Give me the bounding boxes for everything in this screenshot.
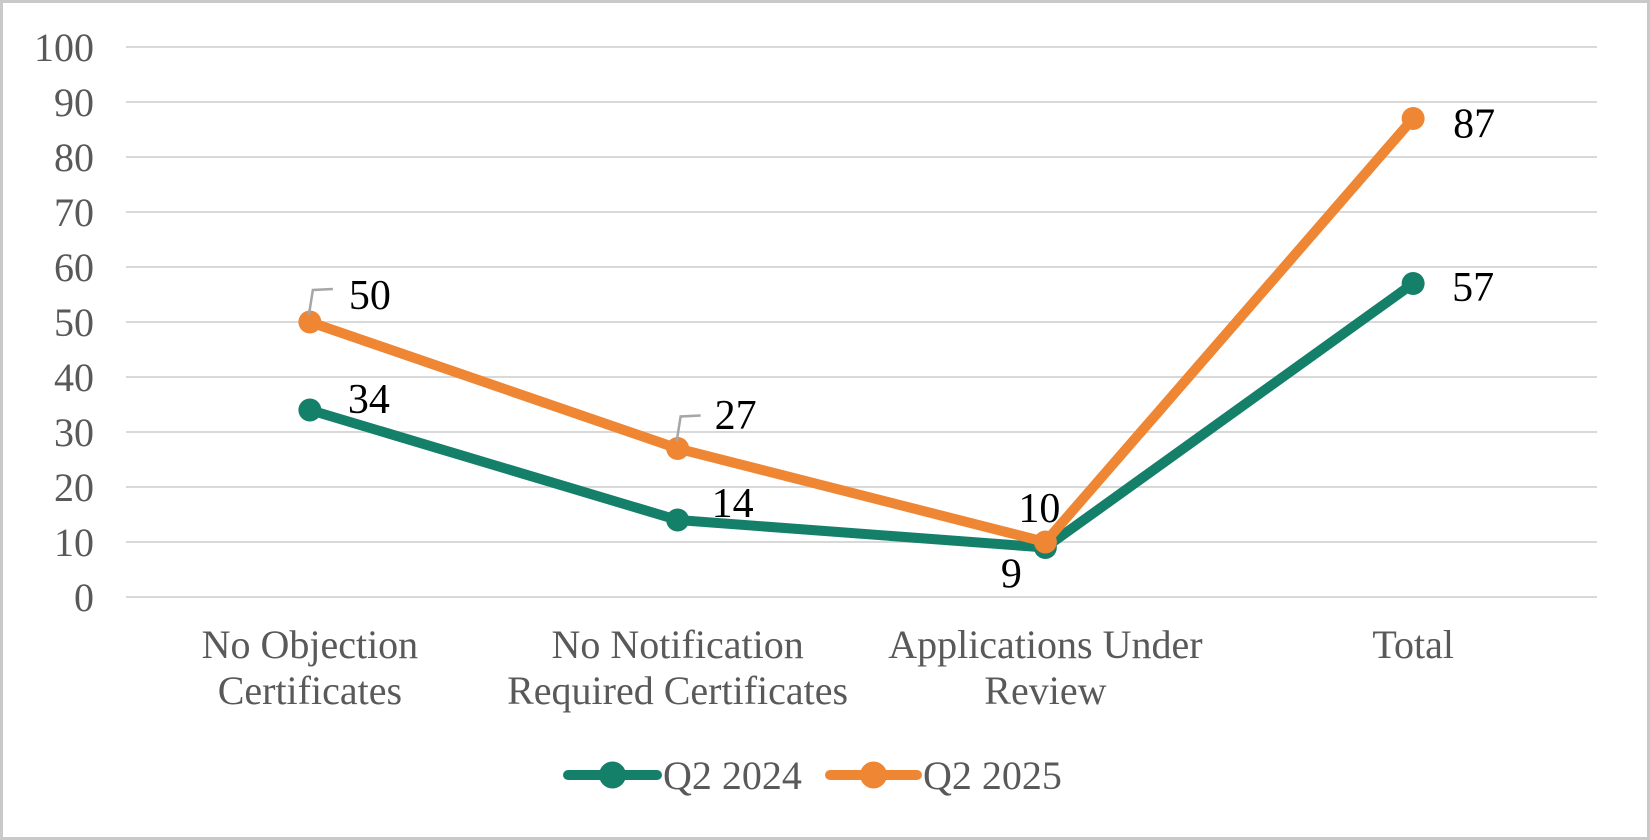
y-axis-tick-label: 80 [54, 135, 94, 180]
legend-item-q2-2025: Q2 2025 [825, 753, 1062, 798]
legend-label: Q2 2025 [923, 753, 1062, 798]
y-axis-tick-label: 100 [34, 25, 94, 70]
x-axis-category-label: No Objection [202, 622, 419, 667]
series-line-q2-2025 [304, 113, 1419, 547]
data-label: 50 [349, 273, 391, 319]
data-point-marker-q2-2025 [1401, 107, 1425, 130]
data-label-leader-line [307, 287, 333, 316]
x-axis-category-label: Certificates [218, 668, 402, 713]
series-line-q2-2024 [304, 278, 1419, 553]
legend-marker-dot [599, 761, 626, 789]
y-axis-tick-label: 50 [54, 300, 94, 345]
y-axis-tick-label: 70 [54, 190, 94, 235]
data-label: 14 [712, 481, 754, 527]
x-axis-category-label: Applications Under [888, 622, 1202, 667]
y-axis-tick-label: 40 [54, 355, 94, 400]
data-label: 10 [1018, 486, 1060, 532]
data-point-marker-q2-2025 [666, 437, 690, 460]
legend-label: Q2 2024 [663, 753, 802, 798]
y-axis-tick-label: 30 [54, 410, 94, 455]
y-axis-tick-label: 90 [54, 80, 94, 125]
x-axis-category-label: Required Certificates [507, 668, 848, 713]
data-label-leader-line [675, 414, 701, 442]
legend-marker-dot [860, 761, 887, 789]
x-axis-category-label: No Notification [552, 622, 804, 667]
y-axis-tick-label: 60 [54, 245, 94, 290]
data-label: 34 [348, 377, 390, 423]
data-point-marker-q2-2024 [666, 508, 690, 532]
data-point-marker-q2-2025 [1033, 530, 1057, 554]
y-axis-tick-label: 20 [54, 465, 94, 510]
data-label: 9 [1001, 552, 1022, 598]
data-label: 87 [1453, 102, 1495, 148]
data-point-marker-q2-2024 [1401, 272, 1425, 295]
data-label: 57 [1452, 265, 1494, 311]
data-point-marker-q2-2025 [298, 310, 322, 334]
legend-item-q2-2024: Q2 2024 [563, 753, 802, 798]
x-axis-category-label: Review [984, 668, 1106, 713]
y-axis-tick-label: 10 [54, 520, 94, 565]
y-axis-tick-label: 0 [74, 575, 94, 620]
data-point-marker-q2-2024 [298, 398, 322, 422]
x-axis-category-label: Total [1372, 622, 1454, 667]
data-label: 27 [715, 393, 757, 439]
